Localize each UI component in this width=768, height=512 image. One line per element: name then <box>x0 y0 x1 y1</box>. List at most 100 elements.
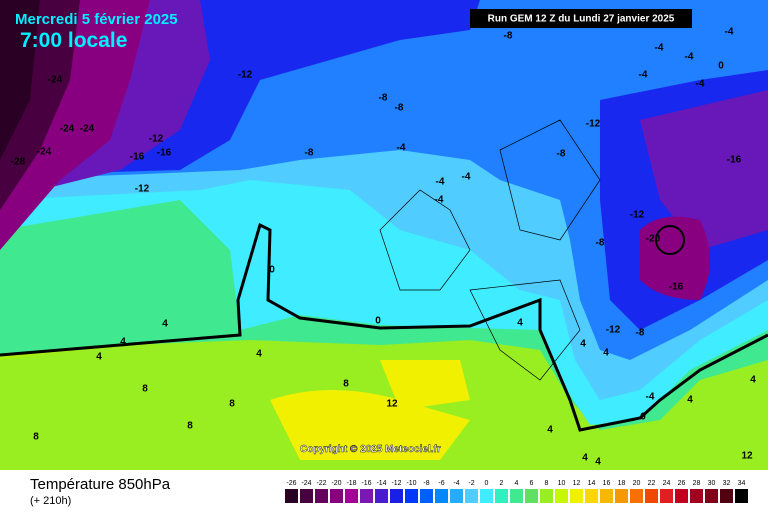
legend-tick-label: 0 <box>485 480 489 487</box>
contour-label: 4 <box>687 395 693 406</box>
contour-label: 4 <box>750 375 756 386</box>
legend-swatch <box>360 489 373 503</box>
contour-label: -4 <box>655 43 664 54</box>
contour-label: -8 <box>636 328 645 339</box>
legend-tick-label: 20 <box>633 480 641 487</box>
footer-title: Température 850hPa <box>30 476 171 493</box>
legend-tick-label: 34 <box>738 480 746 487</box>
legend-swatch <box>690 489 703 503</box>
contour-label: 8 <box>229 399 235 410</box>
contour-label: -16 <box>130 152 145 163</box>
legend-tick-label: -22 <box>316 480 326 487</box>
date: Mercredi 5 février 2025 <box>15 11 178 28</box>
contour-label: -8 <box>395 103 404 114</box>
contour-label: 4 <box>603 348 609 359</box>
contour-label: 4 <box>582 453 588 464</box>
contour-label: 4 <box>256 349 262 360</box>
zone-minus28 <box>0 0 40 160</box>
contour-label: -12 <box>135 184 150 195</box>
legend-swatch <box>480 489 493 503</box>
contour-label: -4 <box>462 172 471 183</box>
contour-label: -8 <box>379 93 388 104</box>
contour-label: -28 <box>11 157 26 168</box>
contour-label: 8 <box>343 379 349 390</box>
legend-swatch <box>600 489 613 503</box>
contour-label: 4 <box>96 352 102 363</box>
contour-label: 4 <box>517 318 523 329</box>
legend-swatch <box>510 489 523 503</box>
contour-label: -12 <box>586 119 601 130</box>
legend-swatch <box>645 489 658 503</box>
legend-swatch <box>570 489 583 503</box>
contour-label: -16 <box>727 155 742 166</box>
zone-minus16 <box>0 0 768 250</box>
contour-label: -16 <box>669 282 684 293</box>
contour-label: -4 <box>436 177 445 188</box>
legend-tick-label: 18 <box>618 480 626 487</box>
contour-label: 4 <box>120 337 126 348</box>
legend-tick-label: 6 <box>530 480 534 487</box>
contour-label: -4 <box>685 52 694 63</box>
contour-label: -8 <box>557 149 566 160</box>
contour-label: 4 <box>547 425 553 436</box>
legend-swatch <box>615 489 628 503</box>
legend-tick-label: 24 <box>663 480 671 487</box>
legend-tick-label: 28 <box>693 480 701 487</box>
legend-tick-label: 4 <box>515 480 519 487</box>
legend-tick-label: 10 <box>558 480 566 487</box>
contour-labels: -12 -8 -8 -8 -12 -8 -4 -8 -4 -4 -4 -12 -8 -20 -16 -16 -4… <box>11 27 756 468</box>
legend-swatch <box>495 489 508 503</box>
legend-tick-label: -12 <box>391 480 401 487</box>
contour-label: 8 <box>33 432 39 443</box>
legend-swatch <box>345 489 358 503</box>
legend-swatch <box>555 489 568 503</box>
legend-tick-label: -26 <box>286 480 296 487</box>
legend-swatch <box>405 489 418 503</box>
legend-tick-label: -16 <box>361 480 371 487</box>
legend-swatch <box>540 489 553 503</box>
legend-tick-label: -10 <box>406 480 416 487</box>
legend-tick-label: 14 <box>588 480 596 487</box>
contour-label: 4 <box>580 339 586 350</box>
legend-tick-label: 16 <box>603 480 611 487</box>
legend-tick-label: 8 <box>545 480 549 487</box>
legend-swatch <box>675 489 688 503</box>
legend-tick-label: 12 <box>573 480 581 487</box>
contour-label: -24 <box>37 147 52 158</box>
legend-swatch <box>450 489 463 503</box>
legend-tick-label: 32 <box>723 480 731 487</box>
legend-tick-label: -4 <box>453 480 459 487</box>
legend-swatch <box>375 489 388 503</box>
time: 7:00 locale <box>20 29 127 52</box>
contour-label: -4 <box>646 392 655 403</box>
legend-swatch <box>720 489 733 503</box>
legend-swatch <box>435 489 448 503</box>
contour-label: -8 <box>596 238 605 249</box>
legend-swatch <box>660 489 673 503</box>
zone-12 <box>270 360 470 460</box>
run-banner <box>470 9 692 28</box>
contour-label: 0 <box>640 412 646 423</box>
legend-swatch <box>420 489 433 503</box>
contour-label: -12 <box>630 210 645 221</box>
legend-tick-label: -6 <box>438 480 444 487</box>
contour-label: -8 <box>504 31 513 42</box>
legend-swatch <box>630 489 643 503</box>
legend: -26 -24 -22 -20 -18 -16 -14 -12 -10 -8 -6 -4 -2 0 2 4 6 8… <box>285 480 748 503</box>
zone-8 <box>0 300 768 470</box>
contour-label: -12 <box>238 70 253 81</box>
zero-isotherm <box>0 222 768 432</box>
contour-label: -12 <box>149 134 164 145</box>
legend-tick-label: -8 <box>423 480 429 487</box>
legend-swatch <box>525 489 538 503</box>
legend-tick-label: -24 <box>301 480 311 487</box>
contour-label: 0 <box>375 316 381 327</box>
contour-label: 8 <box>187 421 193 432</box>
contour-label: 4 <box>595 457 601 468</box>
legend-swatch <box>585 489 598 503</box>
legend-tick-label: 22 <box>648 480 656 487</box>
copyright: Copyright © 2025 Meteociel.fr <box>300 444 441 455</box>
legend-tick-label: -18 <box>346 480 356 487</box>
